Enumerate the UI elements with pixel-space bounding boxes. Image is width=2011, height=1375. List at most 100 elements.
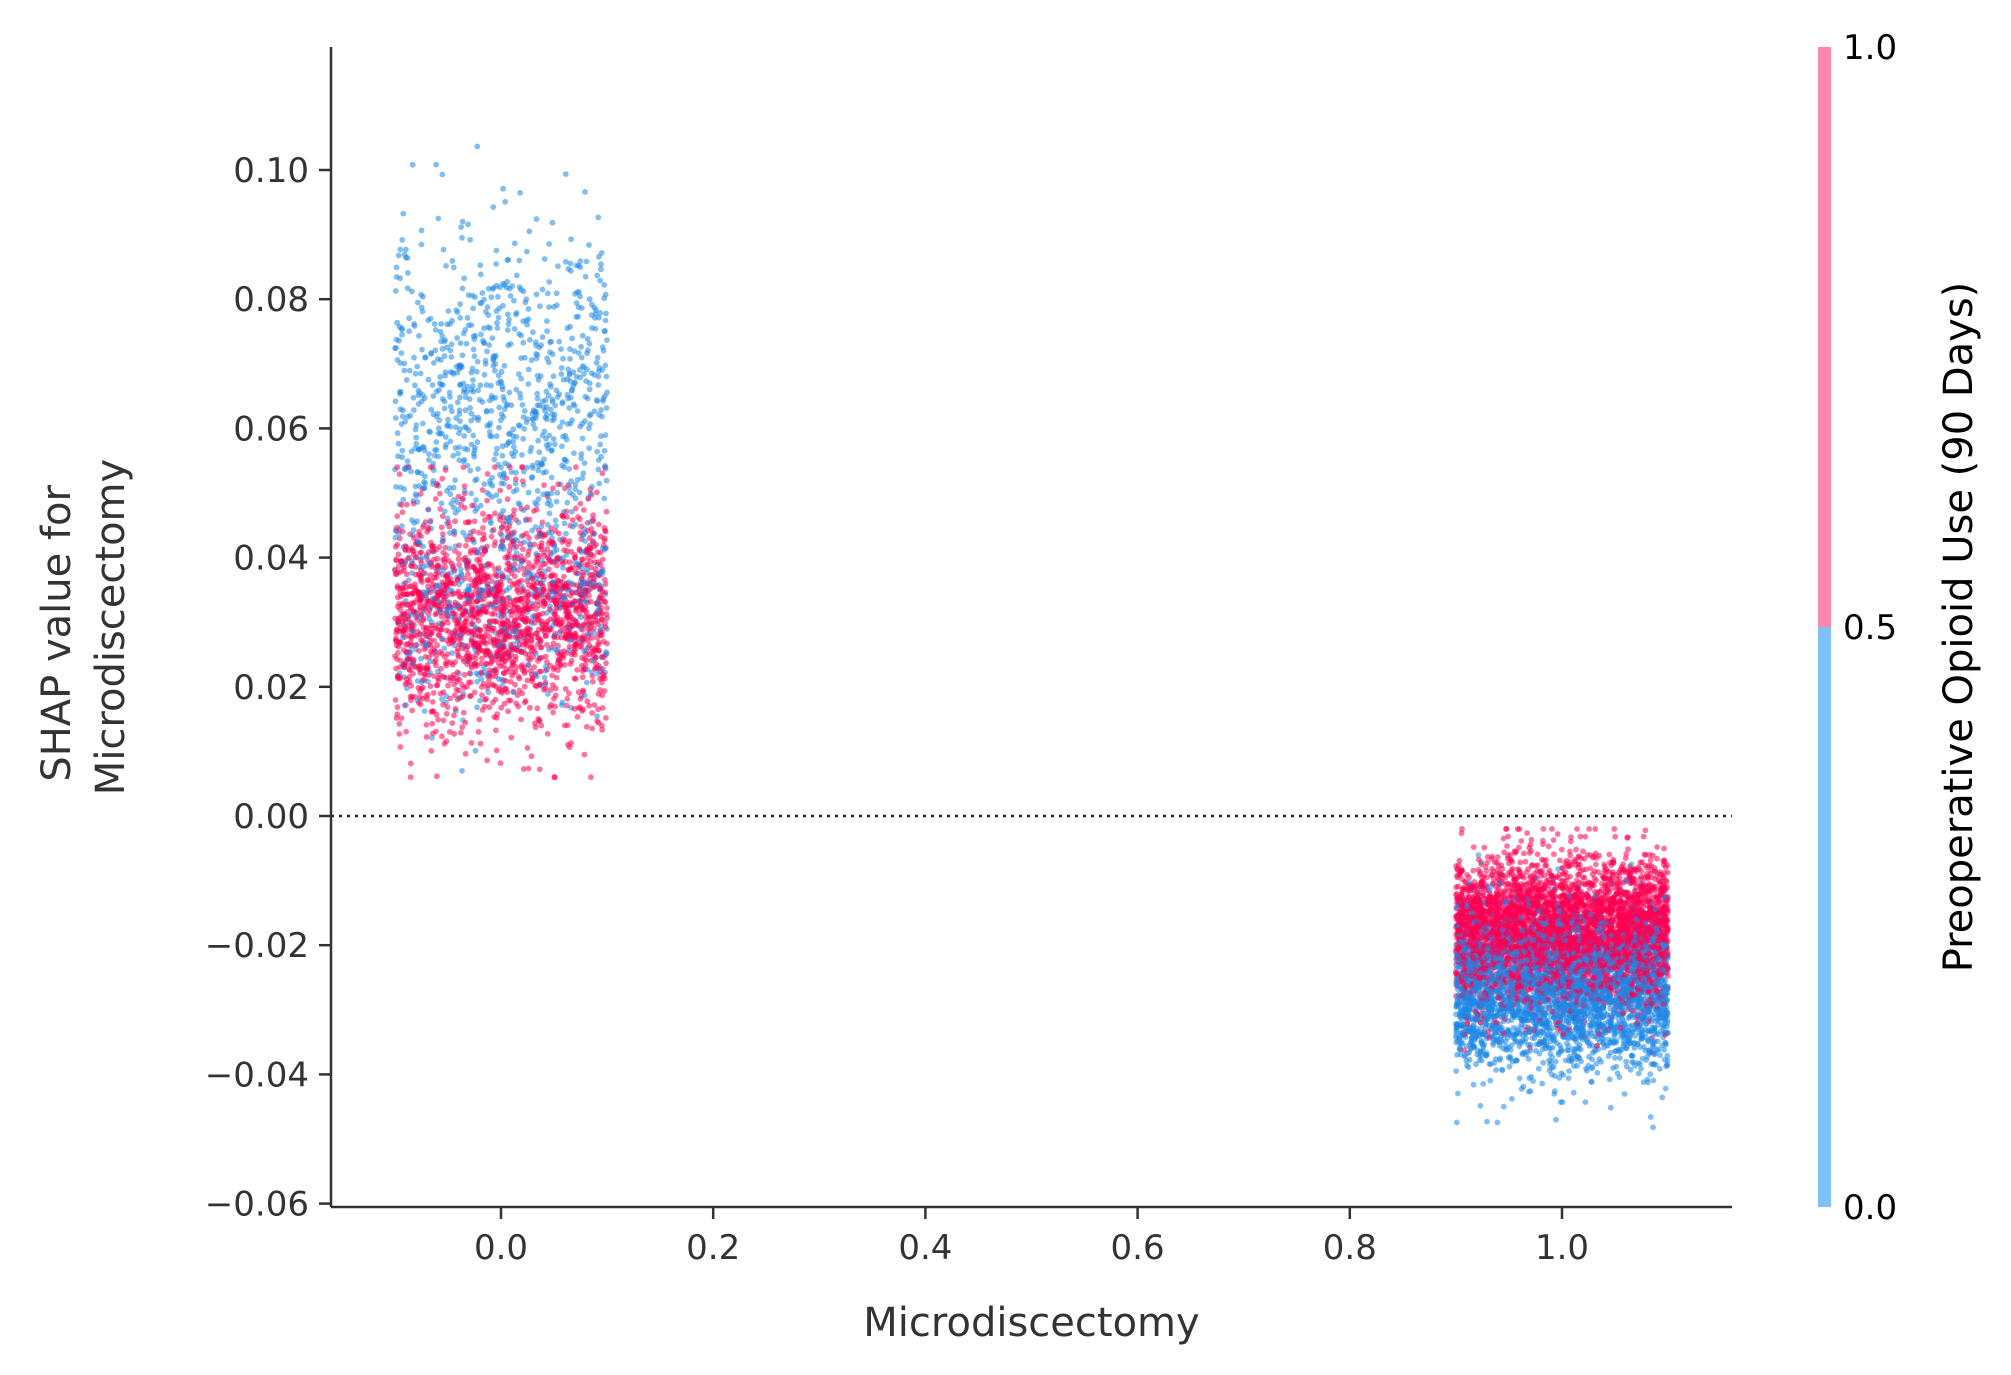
data-point (1587, 865, 1594, 872)
data-point (463, 340, 470, 347)
data-point (492, 510, 498, 517)
data-point (415, 387, 422, 394)
data-point (1612, 833, 1619, 840)
data-point (515, 519, 522, 526)
data-point (1480, 1081, 1487, 1087)
data-point (444, 321, 451, 328)
data-point (438, 338, 444, 345)
data-point (434, 773, 440, 780)
data-point (551, 695, 557, 702)
data-point (432, 496, 439, 502)
data-point (421, 473, 428, 480)
data-point (500, 670, 507, 676)
data-point (1594, 1069, 1601, 1076)
data-point (477, 271, 484, 278)
data-point (571, 450, 577, 457)
data-point (418, 241, 425, 248)
data-point (493, 727, 499, 734)
data-point (533, 291, 540, 298)
data-point (1539, 1080, 1546, 1087)
data-point (459, 218, 466, 225)
data-point (462, 394, 469, 400)
data-point (413, 493, 420, 499)
data-point (561, 573, 567, 580)
data-point (541, 482, 547, 488)
data-point (493, 433, 500, 440)
data-point (534, 488, 541, 494)
data-point (586, 386, 593, 393)
data-point (1607, 1104, 1614, 1111)
data-point (438, 321, 444, 327)
data-point (415, 532, 422, 539)
data-point (437, 328, 444, 335)
data-point (510, 426, 517, 433)
data-point (1470, 1081, 1477, 1088)
data-point (397, 744, 404, 750)
data-point (583, 258, 590, 265)
data-point (1580, 848, 1586, 855)
data-point (484, 471, 491, 477)
data-point (601, 495, 608, 502)
data-point (399, 447, 406, 454)
data-point (546, 304, 552, 310)
data-point (1456, 857, 1463, 864)
data-point (1558, 846, 1565, 853)
data-point (1568, 834, 1574, 841)
data-point (558, 365, 565, 371)
data-point (481, 325, 487, 332)
data-point (1592, 861, 1599, 868)
data-point (484, 497, 490, 504)
data-point (482, 357, 489, 364)
data-point (574, 408, 581, 414)
data-point (552, 517, 559, 524)
data-point (460, 709, 467, 716)
data-point (411, 354, 417, 361)
data-point (473, 497, 479, 503)
data-point (583, 679, 590, 686)
data-point (513, 272, 520, 279)
data-point (439, 539, 446, 545)
data-point (558, 371, 565, 378)
data-point (511, 326, 518, 332)
data-point (1582, 1099, 1589, 1105)
data-point (544, 328, 550, 334)
data-point (472, 656, 479, 662)
data-point (489, 335, 496, 341)
data-point (1650, 1124, 1656, 1131)
data-point (393, 264, 400, 271)
data-point (477, 382, 484, 389)
data-point (586, 702, 592, 709)
data-point (502, 198, 509, 205)
data-point (1549, 1065, 1555, 1071)
data-point (404, 458, 411, 464)
data-point (579, 475, 586, 481)
data-point (427, 683, 434, 690)
data-point (525, 489, 532, 496)
data-point (407, 774, 414, 781)
data-point (559, 419, 566, 426)
data-point (496, 424, 502, 431)
data-point (525, 381, 532, 387)
data-point (1592, 826, 1599, 832)
data-point (1505, 833, 1511, 840)
data-point (445, 308, 452, 314)
data-point (487, 325, 493, 332)
data-point (1518, 838, 1525, 844)
data-point (431, 321, 438, 327)
data-point (403, 377, 410, 383)
data-point (457, 314, 464, 321)
data-point (440, 717, 447, 724)
data-point (550, 709, 557, 716)
data-point (548, 474, 555, 481)
data-point (443, 711, 450, 717)
data-point (492, 361, 499, 367)
data-point (461, 483, 468, 490)
data-point (574, 713, 581, 720)
data-point (403, 501, 410, 508)
data-point (546, 279, 553, 285)
data-point (1520, 1083, 1527, 1090)
data-point (418, 227, 425, 234)
data-point (493, 247, 500, 254)
data-point (604, 337, 610, 343)
data-point (1586, 826, 1592, 832)
